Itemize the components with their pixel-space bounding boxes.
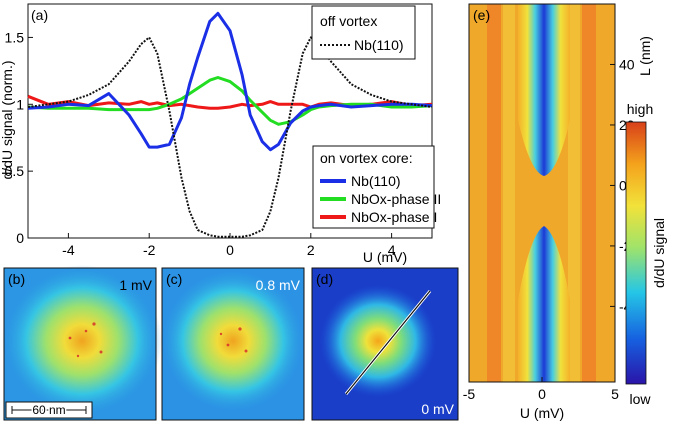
colorbar-label: d/dU signal — [651, 218, 667, 288]
panel-a-xtick-label: 4 — [388, 242, 396, 258]
panel-a-xlabel: U (mV) — [363, 249, 407, 265]
legend-off-entry: Nb(110) — [354, 37, 404, 53]
scalebar-label: 60 nm — [32, 403, 65, 417]
colorbar-high: high — [627, 101, 653, 117]
panel-d-energy: 0 mV — [421, 401, 454, 417]
legend-on-entry-phase2: NbOx-phase II — [351, 191, 441, 207]
colorbar: high low d/dU signal — [625, 101, 667, 407]
panel-e-xlabel: U (mV) — [520, 405, 564, 421]
panel-c-energy: 0.8 mV — [256, 277, 301, 293]
panel-a-xtick-label: -4 — [62, 242, 75, 258]
panel-e-ylabel: L (nm) — [637, 36, 653, 76]
legend-off-vortex: off vortex Nb(110) — [311, 5, 416, 60]
panel-a-ylabel: d/dU signal (norm.) — [0, 60, 15, 179]
panel-e-ytick-label: 40 — [619, 56, 635, 72]
panel-a-ytick-label: 1 — [16, 96, 24, 112]
scalebar: 60 nm — [5, 401, 93, 419]
panel-a-ytick-label: 1.5 — [5, 29, 25, 45]
panel-e-label: (e) — [473, 7, 490, 23]
panel-b-map: (b) 1 mV 60 nm — [2, 265, 162, 421]
panel-e-ytick-label: 0 — [619, 177, 627, 193]
legend-on-entry-nb: Nb(110) — [351, 173, 401, 189]
panel-a-label: (a) — [31, 7, 48, 23]
panel-c-map: (c) 0.8 mV — [161, 267, 305, 421]
panel-d-label: (d) — [316, 271, 333, 287]
panel-a-xtick-label: 2 — [307, 242, 315, 258]
colorbar-gradient — [625, 121, 647, 385]
panel-a-ytick-label: 0 — [16, 230, 24, 246]
panel-a-xtick-label: 0 — [226, 242, 234, 258]
panel-a-series — [27, 11, 433, 238]
legend-on-title: on vortex core: — [320, 150, 413, 166]
series-on-vortex-nb — [27, 11, 433, 152]
colorbar-low: low — [629, 391, 651, 407]
legend-on-entry-phase1: NbOx-phase I — [351, 209, 437, 225]
panel-a-chart: -4 -2 0 2 400.511.5 (a) d/dU signal (norm.) … — [0, 3, 441, 265]
panel-a-ytick-label: 0.5 — [5, 163, 25, 179]
panel-a-xtick-label: -2 — [143, 242, 156, 258]
panel-b-label: (b) — [8, 271, 25, 287]
series-off-vortex-nb — [27, 36, 433, 238]
panel-d-map: (d) 0 mV — [311, 267, 459, 421]
panel-b-energy: 1 mV — [119, 277, 152, 293]
panel-e-xtick-label: 5 — [611, 386, 619, 402]
panel-c-label: (c) — [166, 271, 182, 287]
panel-e-heatmap: (e) -505-40-2002040 U (mV) L (nm) — [463, 3, 653, 421]
panel-a-axes: -4 -2 0 2 4 0 0.5 1 1.5 — [5, 29, 396, 258]
panel-e-xtick-label: -5 — [463, 386, 476, 402]
panel-e-xtick-label: 0 — [538, 386, 546, 402]
legend-off-title: off vortex — [320, 13, 377, 29]
legend-on-vortex: on vortex core: Nb(110) NbOx-phase II Nb… — [312, 145, 441, 229]
